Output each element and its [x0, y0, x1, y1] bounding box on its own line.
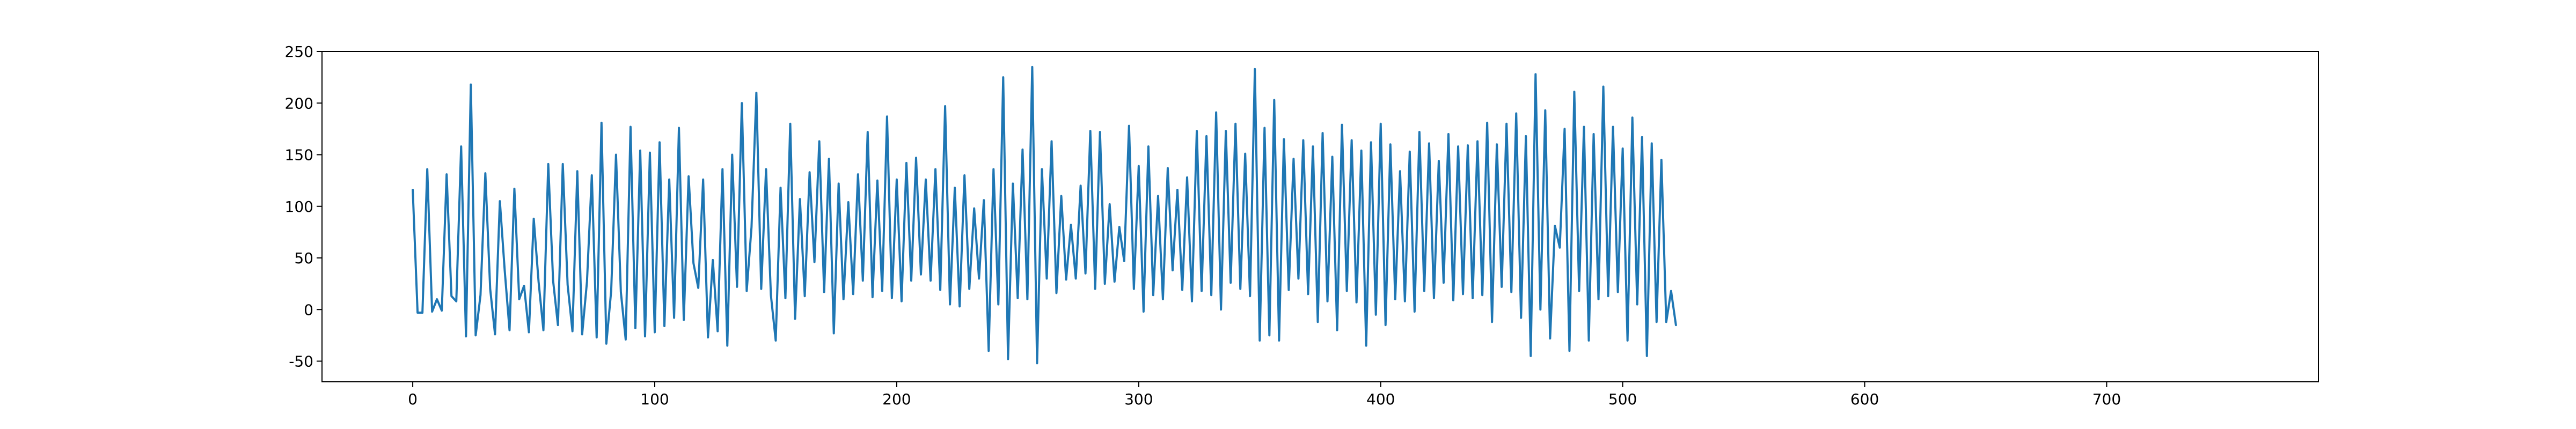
y-tick-label: 250 — [285, 43, 313, 61]
x-tick-label: 500 — [1608, 390, 1637, 408]
y-tick-label: -50 — [289, 353, 313, 371]
x-tick-label: 400 — [1366, 390, 1395, 408]
y-axis-ticks: -50 0 50 100 150 200 250 — [285, 43, 322, 371]
y-tick-label: 200 — [285, 94, 313, 112]
x-tick-label: 0 — [408, 390, 418, 408]
axes-frame — [321, 51, 2319, 382]
plot-area — [412, 65, 1677, 365]
series-line — [412, 65, 1677, 365]
y-tick-label: 50 — [294, 249, 313, 267]
x-tick-label: 300 — [1124, 390, 1153, 408]
x-tick-label: 200 — [882, 390, 911, 408]
x-axis-ticks: 0 100 200 300 400 500 600 700 — [408, 382, 2121, 408]
x-tick-label: 600 — [1850, 390, 1879, 408]
y-tick-label: 150 — [285, 146, 313, 164]
x-tick-label: 700 — [2092, 390, 2121, 408]
y-tick-label: 0 — [304, 301, 313, 319]
y-tick-label: 100 — [285, 198, 313, 216]
x-tick-label: 100 — [640, 390, 669, 408]
